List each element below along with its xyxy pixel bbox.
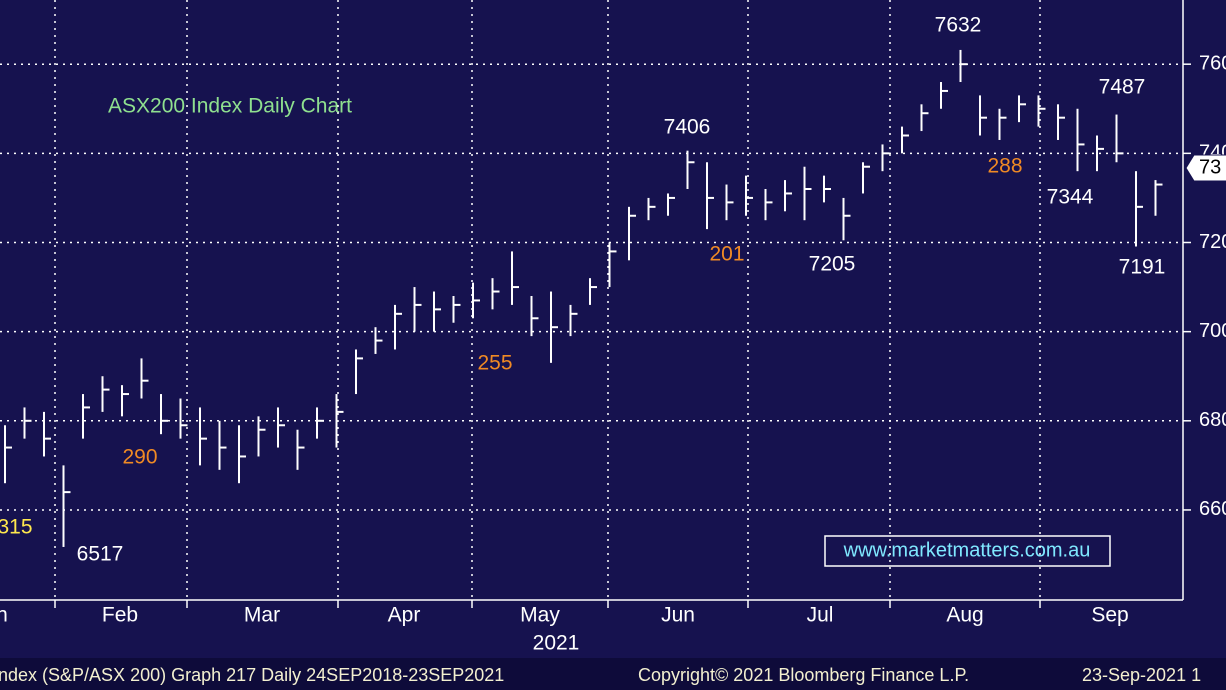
footer-left: ndex (S&P/ASX 200) Graph 217 Daily 24SEP…	[0, 665, 504, 685]
annotation: 6517	[77, 543, 124, 566]
x-tick-label: May	[520, 604, 560, 627]
y-tick-label: 7200	[1199, 231, 1226, 253]
x-tick-label: Feb	[102, 604, 138, 627]
watermark-box	[824, 535, 1111, 567]
annotation: 7191	[1119, 256, 1166, 279]
x-tick-label: Jul	[807, 604, 834, 627]
annotation: 7205	[809, 253, 856, 276]
x-tick-label: Apr	[388, 604, 421, 627]
annotation: 255	[477, 352, 512, 375]
watermark: www.marketmatters.com.au	[843, 539, 1091, 561]
annotation: 7406	[664, 116, 711, 139]
annotation: 7632	[935, 14, 982, 37]
x-tick-label: Aug	[946, 604, 983, 627]
y-tick-label: 7000	[1199, 320, 1226, 342]
year-label: 2021	[533, 632, 580, 655]
y-tick-label: 7600	[1199, 52, 1226, 74]
annotation: 201	[709, 243, 744, 266]
y-tick-label: 6800	[1199, 409, 1226, 431]
x-tick-label: Jun	[661, 604, 695, 627]
annotation: 7344	[1047, 186, 1094, 209]
y-tick-label: 6600	[1199, 498, 1226, 520]
annotation: 290	[122, 446, 157, 469]
footer-center: Copyright© 2021 Bloomberg Finance L.P.	[638, 665, 969, 685]
last-price-label: 73	[1199, 156, 1221, 178]
annotation: 7487	[1099, 76, 1146, 99]
x-tick-label: Mar	[244, 604, 280, 627]
last-price-box	[1185, 154, 1226, 182]
annotation: 288	[987, 155, 1022, 178]
x-tick-label: Sep	[1091, 604, 1128, 627]
footer-right: 23-Sep-2021 1	[1082, 665, 1201, 685]
annotation: 315	[0, 516, 33, 539]
chart-title: ASX200 Index Daily Chart	[108, 95, 352, 118]
x-tick-label: n	[0, 604, 8, 627]
footer-band	[0, 658, 1226, 690]
